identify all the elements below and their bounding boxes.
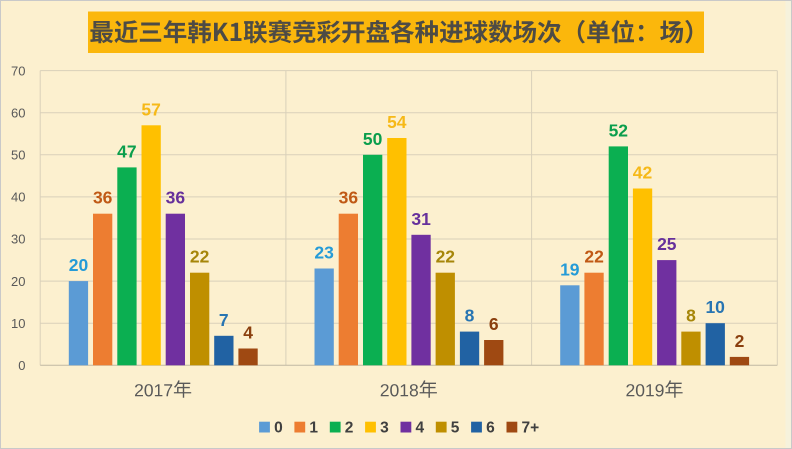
svg-text:22: 22 bbox=[436, 247, 456, 267]
svg-text:47: 47 bbox=[117, 141, 136, 161]
svg-text:57: 57 bbox=[141, 99, 160, 119]
svg-text:52: 52 bbox=[609, 120, 629, 140]
svg-text:19: 19 bbox=[560, 259, 580, 279]
svg-text:8: 8 bbox=[686, 306, 696, 326]
svg-text:70: 70 bbox=[11, 63, 25, 78]
svg-text:7: 7 bbox=[219, 310, 229, 330]
svg-text:22: 22 bbox=[584, 247, 604, 267]
svg-text:5: 5 bbox=[451, 419, 460, 436]
svg-text:6: 6 bbox=[486, 419, 495, 436]
svg-text:10: 10 bbox=[705, 297, 725, 317]
svg-text:40: 40 bbox=[11, 190, 25, 205]
svg-text:20: 20 bbox=[69, 255, 89, 275]
svg-text:2: 2 bbox=[345, 419, 354, 436]
svg-text:3: 3 bbox=[380, 419, 389, 436]
svg-text:8: 8 bbox=[465, 306, 475, 326]
svg-text:36: 36 bbox=[93, 188, 113, 208]
svg-text:10: 10 bbox=[11, 316, 25, 331]
svg-text:30: 30 bbox=[11, 232, 25, 247]
svg-text:2: 2 bbox=[735, 331, 745, 351]
svg-text:0: 0 bbox=[274, 419, 283, 436]
svg-text:0: 0 bbox=[18, 358, 25, 373]
svg-text:60: 60 bbox=[11, 105, 25, 120]
svg-text:31: 31 bbox=[411, 209, 431, 229]
svg-text:6: 6 bbox=[489, 314, 499, 334]
svg-text:36: 36 bbox=[166, 188, 186, 208]
svg-text:50: 50 bbox=[11, 148, 25, 163]
svg-text:4: 4 bbox=[243, 323, 253, 343]
svg-text:4: 4 bbox=[416, 419, 425, 436]
svg-text:20: 20 bbox=[11, 274, 25, 289]
svg-text:7+: 7+ bbox=[522, 419, 540, 436]
svg-text:36: 36 bbox=[339, 188, 359, 208]
svg-text:22: 22 bbox=[190, 247, 210, 267]
svg-text:50: 50 bbox=[363, 129, 383, 149]
svg-text:1: 1 bbox=[309, 419, 318, 436]
svg-text:23: 23 bbox=[314, 243, 334, 263]
svg-text:42: 42 bbox=[633, 163, 653, 183]
svg-text:54: 54 bbox=[387, 112, 407, 132]
svg-text:25: 25 bbox=[657, 234, 677, 254]
